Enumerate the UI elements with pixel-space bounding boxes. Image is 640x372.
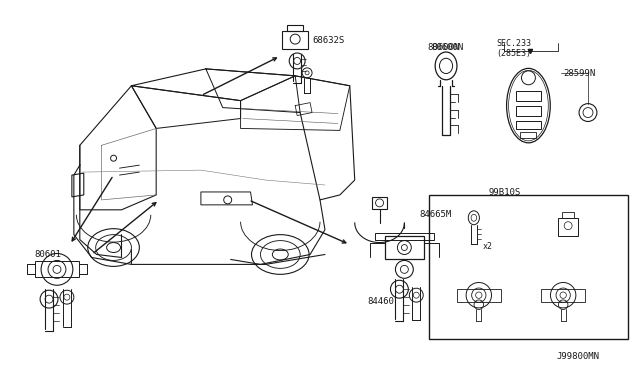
Text: (285E3): (285E3) [497,49,532,58]
Text: 80600N: 80600N [427,43,460,52]
Text: 68632S: 68632S [312,36,344,45]
Text: 28599N: 28599N [563,69,595,78]
Text: SEC.233: SEC.233 [497,39,532,48]
Text: x2: x2 [483,241,493,251]
Text: 84460: 84460 [367,297,394,306]
Text: J99800MN: J99800MN [556,352,599,361]
Text: 84665M: 84665M [419,210,451,219]
Text: 80601: 80601 [34,250,61,259]
Text: 99B10S: 99B10S [489,188,521,197]
Text: 80600N: 80600N [431,43,463,52]
